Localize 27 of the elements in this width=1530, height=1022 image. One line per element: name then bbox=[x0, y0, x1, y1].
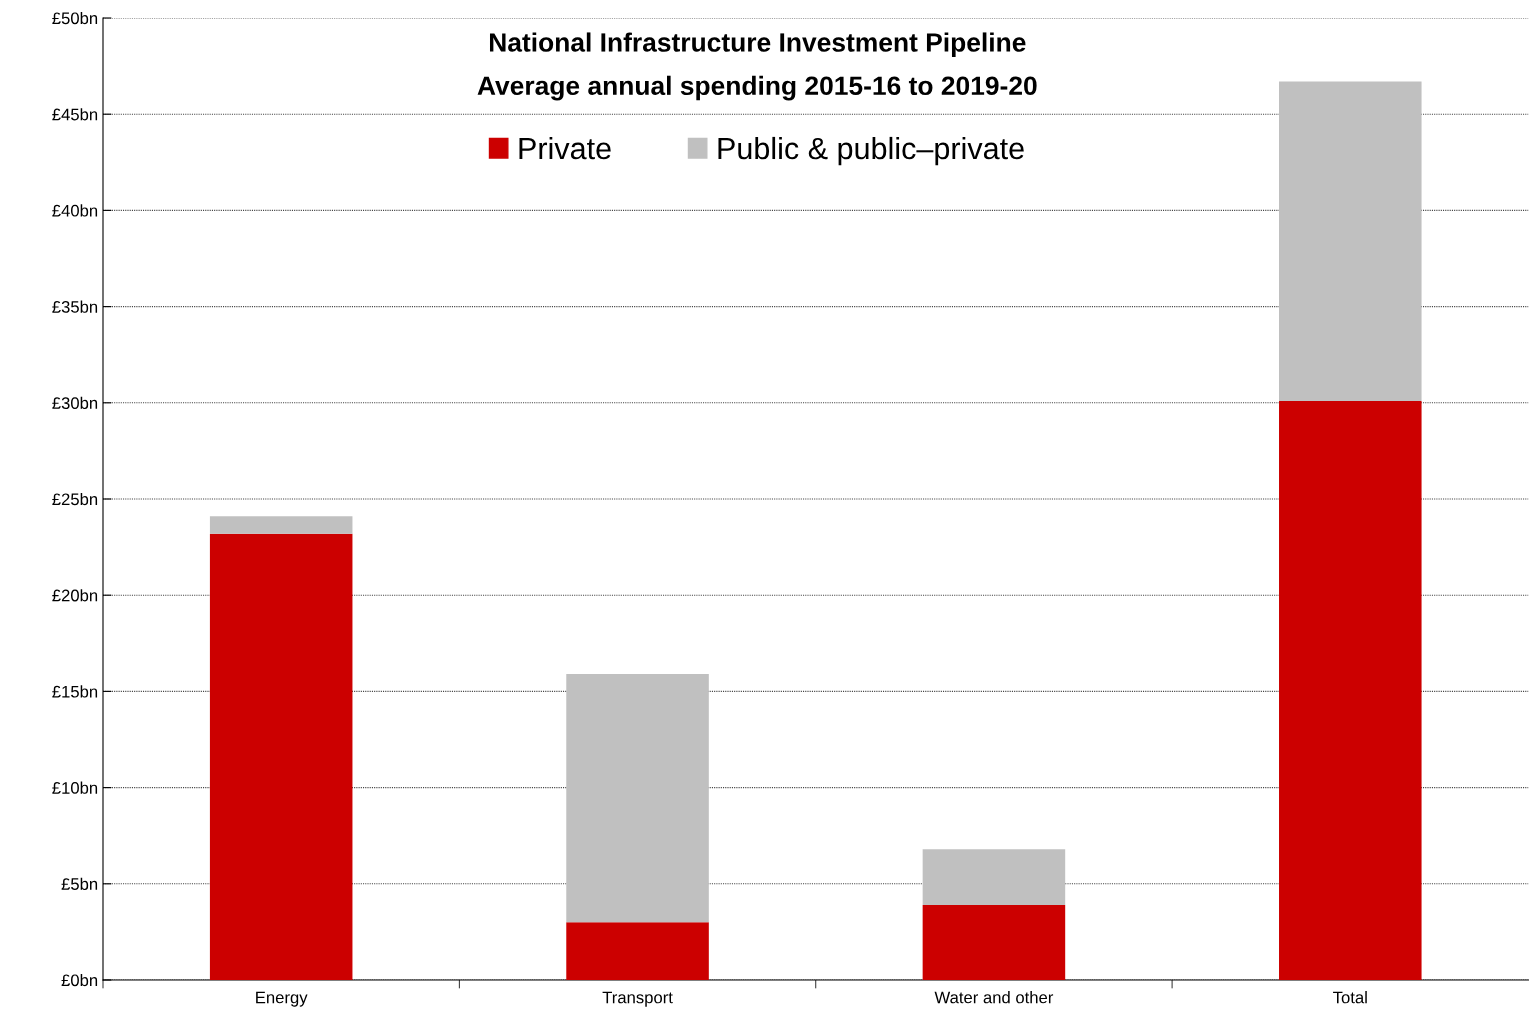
bar bbox=[1279, 81, 1422, 401]
text: National Infrastructure Investment Pipeline bbox=[489, 32, 1026, 58]
bar bbox=[922, 904, 1066, 980]
x-tick-label: Total bbox=[1333, 991, 1367, 1004]
bar bbox=[566, 922, 709, 980]
y-tick-label: £20bn bbox=[52, 589, 98, 602]
bar bbox=[1279, 400, 1422, 980]
y-tick-label: £35bn bbox=[52, 300, 98, 313]
bar bbox=[922, 849, 1066, 905]
x-tick-label: Transport bbox=[602, 991, 673, 1007]
y-tick-label: £40bn bbox=[52, 204, 98, 217]
y-tick-label: £25bn bbox=[52, 492, 98, 506]
legend-label: Public & public–private bbox=[718, 136, 1024, 166]
bar bbox=[209, 533, 353, 980]
x-tick-label: Water and other bbox=[934, 991, 1054, 1004]
y-tick-label: £30bn bbox=[52, 396, 98, 409]
legend-label: Private bbox=[519, 136, 611, 160]
y-tick-label: £0bn bbox=[61, 973, 98, 987]
y-tick-label: £10bn bbox=[52, 781, 98, 794]
x-tick-label: Energy bbox=[256, 991, 308, 1007]
bar bbox=[566, 674, 709, 923]
bar bbox=[209, 516, 353, 534]
y-tick-label: £5bn bbox=[61, 877, 98, 890]
y-tick-label: £15bn bbox=[52, 685, 98, 698]
y-tick-label: £50bn bbox=[52, 11, 98, 25]
text: Average annual spending 2015-16 to 2019-20 bbox=[477, 75, 1037, 101]
y-tick-label: £45bn bbox=[52, 108, 98, 121]
